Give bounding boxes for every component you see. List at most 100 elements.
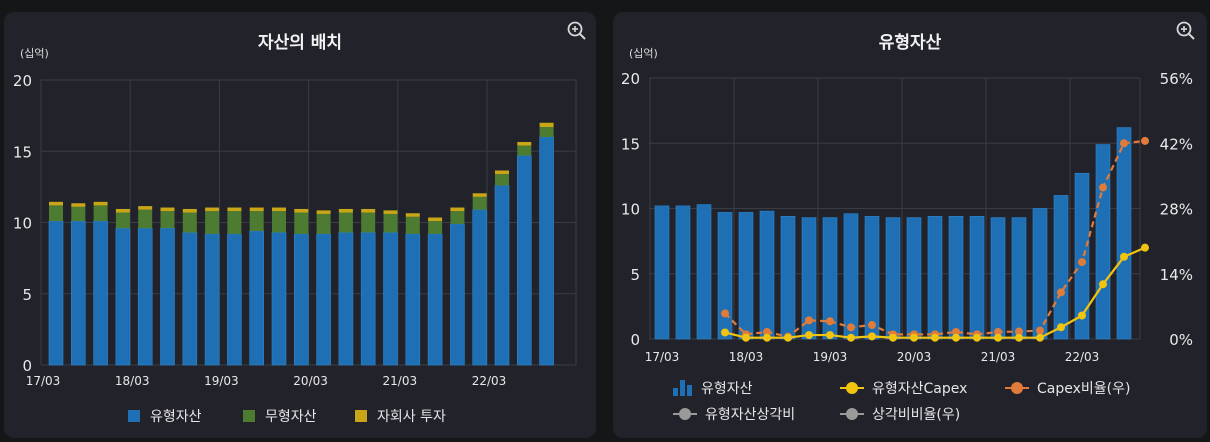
capex-point xyxy=(826,331,834,340)
y2-tick-label: 28% xyxy=(1160,201,1193,219)
bar-tangible xyxy=(293,233,309,366)
chart-title: 자산의 배치 xyxy=(257,33,343,53)
legend-item-depreciation[interactable]: 유형자산상각비 xyxy=(673,404,795,424)
legend-item-intangible[interactable]: 무형자산 xyxy=(243,406,317,426)
capex-point xyxy=(1099,280,1107,289)
bar-tangible xyxy=(780,216,796,340)
bar-tangible xyxy=(427,233,443,366)
legend-item-subsidiary[interactable]: 자회사 투자 xyxy=(355,406,446,426)
zoom-in-icon[interactable] xyxy=(1175,20,1197,42)
bar-tangible xyxy=(48,220,64,366)
bar-tangible xyxy=(1053,195,1069,340)
asset-allocation-chart: 0 5 10 15 20 17/03 18/03 19/03 20/03 21/03 22/03 xyxy=(13,72,577,388)
bar-tangible xyxy=(759,210,775,340)
bar-intangible xyxy=(517,145,532,156)
bar-tangible xyxy=(906,217,922,340)
y-tick-label: 0 xyxy=(22,357,32,375)
bar-tangible xyxy=(696,204,712,340)
bar-tangible xyxy=(182,232,198,366)
bar-subsidiary xyxy=(316,210,331,214)
bar-tangible xyxy=(383,232,398,366)
capex-point xyxy=(952,333,960,342)
bar-subsidiary xyxy=(361,208,376,213)
capex-ratio-point xyxy=(721,309,729,318)
capex-ratio-point xyxy=(1120,139,1128,148)
legend-item-capex-ratio[interactable]: Capex비율(우) xyxy=(1005,378,1130,398)
legend-label: Capex비율(우) xyxy=(1037,381,1131,397)
y2-tick-label: 14% xyxy=(1160,266,1193,284)
y-tick-label: 20 xyxy=(621,70,640,88)
bar-intangible xyxy=(227,211,242,234)
bar-tangible xyxy=(864,216,880,340)
bar-intangible xyxy=(405,216,420,234)
legend-item-capex[interactable]: 유형자산Capex xyxy=(840,378,967,398)
capex-ratio-point xyxy=(826,317,834,326)
bar-tangible xyxy=(654,205,670,340)
bar-tangible xyxy=(405,233,421,366)
bar-subsidiary xyxy=(539,122,554,128)
bar-intangible xyxy=(49,205,63,222)
capex-ratio-line xyxy=(724,139,1146,338)
bar-tangible xyxy=(843,213,859,340)
bar-intangible xyxy=(316,213,331,234)
bar-tangible xyxy=(990,217,1006,340)
bar-subsidiary xyxy=(227,207,242,212)
bar-intangible xyxy=(272,211,286,233)
x-tick-label: 20/03 xyxy=(897,350,932,364)
x-tick-label: 22/03 xyxy=(1065,350,1100,364)
y-tick-label: 10 xyxy=(13,215,32,233)
bar-intangible xyxy=(138,209,153,229)
bar-chart-icon xyxy=(673,380,693,396)
capex-ratio-point xyxy=(868,321,876,330)
bar-intangible xyxy=(182,212,197,233)
y-tick-label: 15 xyxy=(13,143,32,161)
bar-tangible xyxy=(1074,172,1090,340)
bar-intangible xyxy=(338,212,353,233)
bar-tangible xyxy=(227,233,242,366)
x-tick-label: 19/03 xyxy=(813,350,848,364)
bar-subsidiary xyxy=(517,141,532,146)
legend-item-tangible[interactable]: 유형자산 xyxy=(673,378,753,398)
bar-intangible xyxy=(93,205,108,222)
capex-ratio-point xyxy=(1099,183,1107,192)
chart-panel-asset-allocation: 자산의 배치 (십억) 0 5 10 15 20 17/03 18/03 19/03 20/03… xyxy=(4,12,596,438)
zoom-in-icon[interactable] xyxy=(566,20,588,42)
capex-ratio-point xyxy=(994,328,1002,337)
bar-tangible xyxy=(115,227,131,366)
legend-swatch xyxy=(840,382,864,394)
x-tick-label: 22/03 xyxy=(472,374,507,388)
capex-point xyxy=(1057,323,1065,332)
bar-tangible xyxy=(450,223,465,366)
bar-subsidiary xyxy=(405,213,420,217)
capex-ratio-point xyxy=(763,328,771,337)
bar-tangible xyxy=(1095,144,1111,340)
legend-label: 유형자산상각비 xyxy=(705,407,796,423)
bar-subsidiary xyxy=(93,201,108,206)
bar-intangible xyxy=(249,211,264,232)
capex-point xyxy=(805,331,813,340)
capex-point xyxy=(742,333,750,342)
bar-intangible xyxy=(205,211,220,234)
capex-point xyxy=(784,333,792,342)
y-axis-unit: (십억) xyxy=(629,47,658,60)
bar-subsidiary xyxy=(383,210,398,214)
capex-point xyxy=(1120,252,1128,261)
bar-tangible xyxy=(249,230,264,366)
bar-tangible xyxy=(316,233,331,366)
bar-intangible xyxy=(472,196,487,210)
bar-tangible xyxy=(1011,217,1027,340)
bar-intangible xyxy=(160,211,175,229)
legend-swatch xyxy=(243,410,255,422)
bar-tangible xyxy=(948,216,964,340)
capex-point xyxy=(1015,333,1023,342)
capex-point xyxy=(721,328,729,337)
bar-tangible xyxy=(137,227,153,366)
bar-intangible xyxy=(450,211,465,224)
capex-ratio-point xyxy=(1036,326,1044,335)
legend-label: 무형자산 xyxy=(265,409,317,425)
legend-item-depreciation-ratio[interactable]: 상각비비율(우) xyxy=(840,404,960,424)
bar-subsidiary xyxy=(160,207,175,212)
y2-tick-label: 0% xyxy=(1169,331,1193,349)
chart-panel-tangible-assets: 유형자산 (십억) 0 5 10 15 20 0% 14% 28% 42% 56% 17/03 18/… xyxy=(613,12,1207,438)
legend-item-tangible[interactable]: 유형자산 xyxy=(128,406,202,426)
